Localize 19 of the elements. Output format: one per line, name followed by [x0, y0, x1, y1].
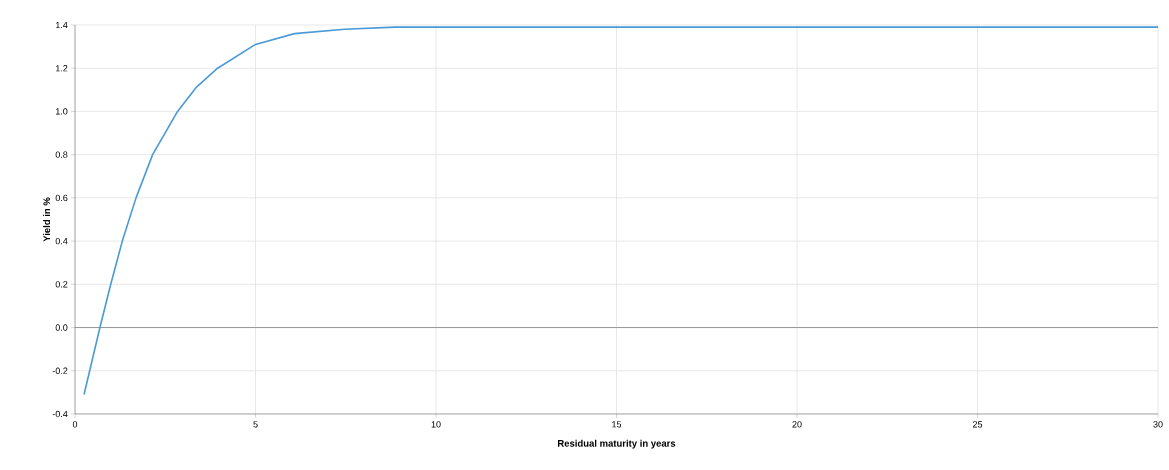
x-tick-label: 30: [1153, 421, 1163, 428]
y-tick-label: 1.2: [55, 65, 68, 72]
x-axis-title: Residual maturity in years: [558, 439, 676, 449]
y-tick-label: 0.0: [55, 324, 68, 331]
y-tick-label: 0.8: [55, 151, 68, 158]
y-tick-label: 0.4: [55, 237, 68, 245]
x-tick-label: 0: [72, 421, 78, 428]
x-tick-label: 15: [612, 421, 622, 428]
y-tick-label: -0.2: [52, 367, 68, 374]
y-tick-label: -0.4: [52, 410, 68, 418]
x-tick-label: 25: [972, 421, 983, 428]
x-tick-label: 10: [431, 421, 441, 428]
y-tick-label: 1.4: [55, 21, 68, 29]
y-axis-title: Yield in %: [43, 197, 51, 242]
y-tick-label: 0.2: [55, 281, 68, 288]
x-tick-label: 5: [253, 421, 258, 428]
x-tick-label: 20: [792, 421, 802, 428]
y-tick-label: 0.6: [55, 194, 68, 202]
y-tick-label: 1.0: [55, 108, 68, 115]
